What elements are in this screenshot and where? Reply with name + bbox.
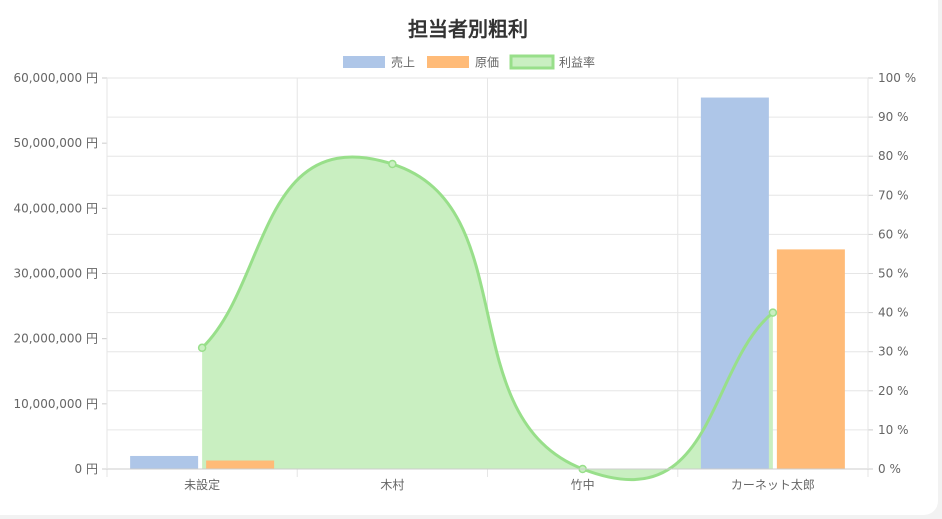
left-tick-label: 60,000,000 円 — [13, 71, 98, 85]
x-tick-label: 未設定 — [184, 477, 220, 492]
bar-売上-未設定[interactable] — [130, 455, 199, 469]
axes: 0 % 10 % 20 % 30 % 40 % 50 % 60 % 70 % 80 % 90 % 1… — [13, 71, 916, 492]
ratio-point-木村[interactable] — [388, 159, 397, 169]
bar-売上-カーネット太郎[interactable] — [700, 97, 769, 470]
left-tick-label: 40,000,000 円 — [13, 201, 98, 215]
bar-layer — [130, 97, 845, 470]
legend-label: 売上 — [391, 55, 415, 70]
ratio-point-未設定[interactable] — [197, 343, 207, 353]
right-tick-label: 100 % — [878, 71, 916, 85]
left-tick-label: 50,000,000 円 — [13, 136, 98, 150]
left-tick-label: 0 円 — [75, 462, 98, 476]
left-tick-label: 30,000,000 円 — [13, 267, 98, 281]
x-tick-label: カーネット太郎 — [731, 477, 815, 492]
legend[interactable]: 売上 原価 利益率 — [343, 54, 595, 70]
right-tick-label: 80 % — [878, 149, 909, 163]
right-tick-label: 70 % — [878, 188, 909, 202]
right-tick-label: 10 % — [878, 423, 909, 437]
ratio-point-カーネット太郎[interactable] — [768, 308, 778, 317]
legend-swatch — [427, 56, 469, 68]
legend-swatch — [343, 56, 385, 68]
right-tick-label: 50 % — [878, 267, 909, 281]
legend-item-利益率[interactable]: 利益率 — [509, 54, 595, 70]
right-tick-label: 90 % — [878, 110, 909, 124]
left-tick-label: 10,000,000 円 — [13, 397, 98, 411]
chart-title: 担当者別粗利 — [408, 17, 528, 41]
right-tick-label: 0 % — [878, 462, 901, 476]
right-tick-label: 30 % — [878, 345, 909, 359]
left-tick-label: 20,000,000 円 — [13, 332, 98, 346]
ratio-line — [201, 155, 774, 482]
legend-item-売上[interactable]: 売上 — [343, 55, 415, 70]
legend-item-原価[interactable]: 原価 — [427, 56, 499, 70]
x-tick-label: 竹中 — [571, 477, 595, 492]
legend-swatch — [509, 54, 555, 70]
right-tick-label: 60 % — [878, 227, 909, 241]
right-tick-label: 40 % — [878, 306, 909, 320]
x-tick-label: 木村 — [380, 478, 404, 492]
legend-label: 原価 — [475, 56, 499, 70]
bar-原価-未設定[interactable] — [206, 460, 275, 469]
right-tick-label: 20 % — [878, 384, 909, 398]
ratio-line-layer — [197, 155, 778, 482]
legend-label: 利益率 — [559, 55, 595, 70]
bar-原価-カーネット太郎[interactable] — [776, 249, 845, 469]
